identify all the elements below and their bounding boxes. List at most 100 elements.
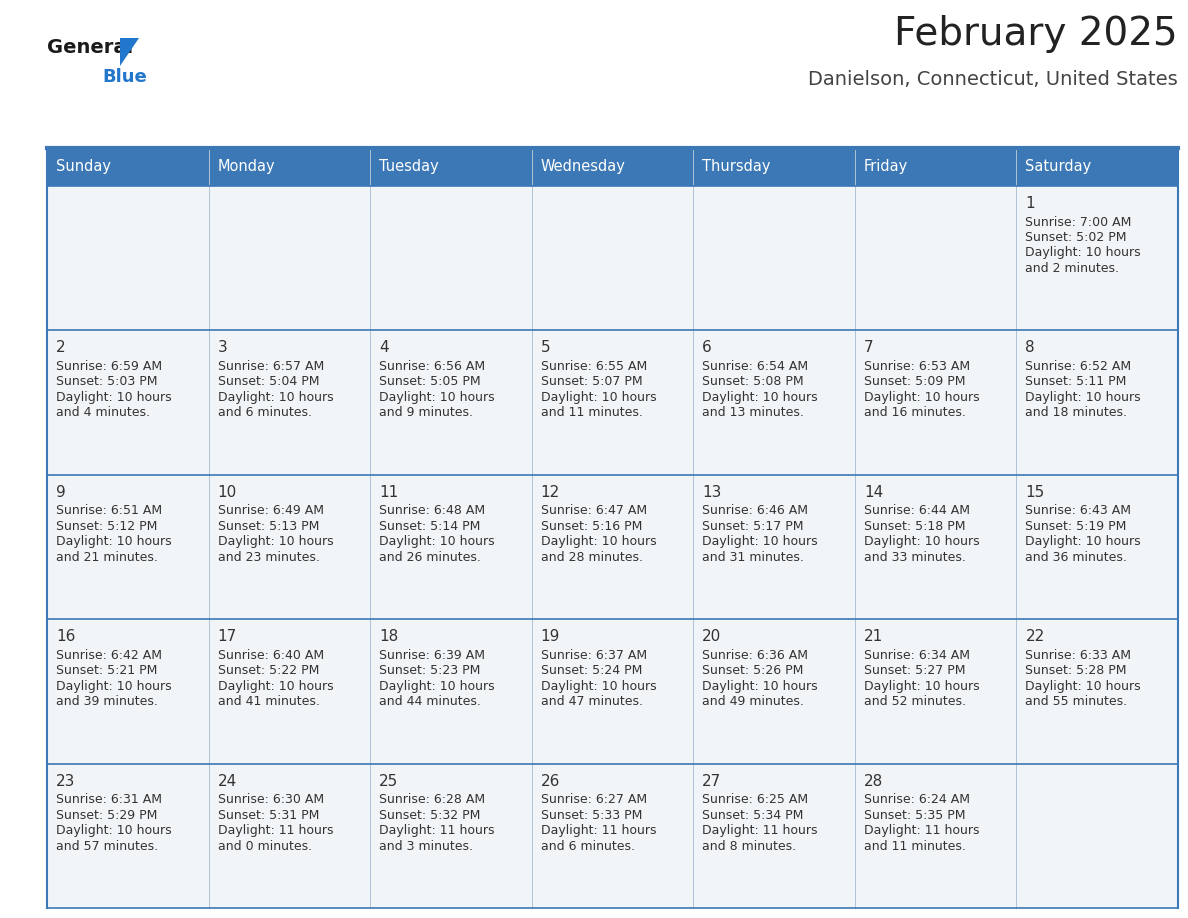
Bar <box>694 475 855 620</box>
Text: 21: 21 <box>864 629 883 644</box>
Bar <box>1017 620 1178 764</box>
Text: Sunrise: 6:44 AM: Sunrise: 6:44 AM <box>864 504 969 518</box>
Text: February 2025: February 2025 <box>895 15 1178 53</box>
Bar <box>1017 475 1178 620</box>
Bar <box>48 764 209 908</box>
Bar <box>855 475 1017 620</box>
Text: Sunrise: 6:59 AM: Sunrise: 6:59 AM <box>56 360 162 373</box>
Text: Daylight: 10 hours: Daylight: 10 hours <box>56 824 171 837</box>
Text: 6: 6 <box>702 341 712 355</box>
Text: and 13 minutes.: and 13 minutes. <box>702 407 804 420</box>
Text: Sunset: 5:03 PM: Sunset: 5:03 PM <box>56 375 158 388</box>
Text: Sunset: 5:27 PM: Sunset: 5:27 PM <box>864 665 966 677</box>
Text: 8: 8 <box>1025 341 1035 355</box>
Text: Sunrise: 6:42 AM: Sunrise: 6:42 AM <box>56 649 162 662</box>
Text: and 23 minutes.: and 23 minutes. <box>217 551 320 564</box>
Text: and 41 minutes.: and 41 minutes. <box>217 695 320 708</box>
Text: Daylight: 10 hours: Daylight: 10 hours <box>1025 679 1140 693</box>
Text: and 11 minutes.: and 11 minutes. <box>541 407 643 420</box>
Bar <box>855 620 1017 764</box>
Bar <box>532 620 694 764</box>
Text: and 39 minutes.: and 39 minutes. <box>56 695 158 708</box>
Text: Sunrise: 6:39 AM: Sunrise: 6:39 AM <box>379 649 485 662</box>
Text: and 9 minutes.: and 9 minutes. <box>379 407 473 420</box>
Text: Sunset: 5:21 PM: Sunset: 5:21 PM <box>56 665 157 677</box>
Polygon shape <box>120 38 139 66</box>
Text: Daylight: 10 hours: Daylight: 10 hours <box>217 391 333 404</box>
Text: Sunset: 5:02 PM: Sunset: 5:02 PM <box>1025 231 1127 244</box>
Text: Sunset: 5:17 PM: Sunset: 5:17 PM <box>702 520 804 532</box>
Bar <box>48 475 209 620</box>
Text: 12: 12 <box>541 485 560 499</box>
Bar <box>694 148 855 186</box>
Text: Sunset: 5:28 PM: Sunset: 5:28 PM <box>1025 665 1127 677</box>
Text: Sunset: 5:11 PM: Sunset: 5:11 PM <box>1025 375 1126 388</box>
Text: 4: 4 <box>379 341 388 355</box>
Text: Sunset: 5:33 PM: Sunset: 5:33 PM <box>541 809 642 822</box>
Text: Sunset: 5:23 PM: Sunset: 5:23 PM <box>379 665 480 677</box>
Text: Sunrise: 6:31 AM: Sunrise: 6:31 AM <box>56 793 162 806</box>
Text: General: General <box>48 38 133 57</box>
Text: Sunrise: 6:47 AM: Sunrise: 6:47 AM <box>541 504 646 518</box>
Text: Daylight: 11 hours: Daylight: 11 hours <box>217 824 333 837</box>
Text: Daylight: 10 hours: Daylight: 10 hours <box>56 391 171 404</box>
Text: Daylight: 10 hours: Daylight: 10 hours <box>1025 535 1140 548</box>
Bar <box>371 186 532 330</box>
Text: Sunrise: 6:48 AM: Sunrise: 6:48 AM <box>379 504 485 518</box>
Text: Sunset: 5:07 PM: Sunset: 5:07 PM <box>541 375 643 388</box>
Text: and 49 minutes.: and 49 minutes. <box>702 695 804 708</box>
Bar <box>694 620 855 764</box>
Text: 17: 17 <box>217 629 236 644</box>
Bar <box>371 475 532 620</box>
Bar <box>209 475 371 620</box>
Bar <box>694 186 855 330</box>
Bar <box>1017 148 1178 186</box>
Text: and 8 minutes.: and 8 minutes. <box>702 840 796 853</box>
Text: and 52 minutes.: and 52 minutes. <box>864 695 966 708</box>
Text: Daylight: 10 hours: Daylight: 10 hours <box>864 391 979 404</box>
Text: Tuesday: Tuesday <box>379 160 438 174</box>
Text: Sunrise: 6:30 AM: Sunrise: 6:30 AM <box>217 793 323 806</box>
Text: and 31 minutes.: and 31 minutes. <box>702 551 804 564</box>
Text: Sunrise: 7:00 AM: Sunrise: 7:00 AM <box>1025 216 1132 229</box>
Bar <box>371 148 532 186</box>
Text: Sunrise: 6:51 AM: Sunrise: 6:51 AM <box>56 504 162 518</box>
Text: 24: 24 <box>217 774 236 789</box>
Text: Sunrise: 6:55 AM: Sunrise: 6:55 AM <box>541 360 647 373</box>
Text: 14: 14 <box>864 485 883 499</box>
Bar <box>532 330 694 475</box>
Text: 9: 9 <box>56 485 65 499</box>
Text: Daylight: 10 hours: Daylight: 10 hours <box>379 391 494 404</box>
Text: 19: 19 <box>541 629 560 644</box>
Text: Sunday: Sunday <box>56 160 110 174</box>
Bar <box>371 620 532 764</box>
Text: 26: 26 <box>541 774 560 789</box>
Text: 16: 16 <box>56 629 75 644</box>
Text: 15: 15 <box>1025 485 1044 499</box>
Text: Daylight: 11 hours: Daylight: 11 hours <box>864 824 979 837</box>
Text: Daylight: 10 hours: Daylight: 10 hours <box>864 679 979 693</box>
Text: and 6 minutes.: and 6 minutes. <box>217 407 311 420</box>
Text: Sunset: 5:35 PM: Sunset: 5:35 PM <box>864 809 966 822</box>
Bar <box>1017 330 1178 475</box>
Text: Daylight: 11 hours: Daylight: 11 hours <box>702 824 817 837</box>
Text: 23: 23 <box>56 774 75 789</box>
Text: Sunrise: 6:34 AM: Sunrise: 6:34 AM <box>864 649 969 662</box>
Text: Daylight: 10 hours: Daylight: 10 hours <box>56 679 171 693</box>
Text: Sunset: 5:12 PM: Sunset: 5:12 PM <box>56 520 157 532</box>
Text: 18: 18 <box>379 629 398 644</box>
Text: Daylight: 10 hours: Daylight: 10 hours <box>541 391 656 404</box>
Text: Sunset: 5:05 PM: Sunset: 5:05 PM <box>379 375 481 388</box>
Bar <box>209 620 371 764</box>
Text: Sunset: 5:29 PM: Sunset: 5:29 PM <box>56 809 157 822</box>
Bar <box>532 764 694 908</box>
Text: Daylight: 10 hours: Daylight: 10 hours <box>1025 391 1140 404</box>
Bar <box>48 148 209 186</box>
Text: 27: 27 <box>702 774 721 789</box>
Text: 2: 2 <box>56 341 65 355</box>
Text: Daylight: 10 hours: Daylight: 10 hours <box>864 535 979 548</box>
Text: Sunrise: 6:33 AM: Sunrise: 6:33 AM <box>1025 649 1131 662</box>
Text: Thursday: Thursday <box>702 160 771 174</box>
Text: and 28 minutes.: and 28 minutes. <box>541 551 643 564</box>
Bar <box>855 764 1017 908</box>
